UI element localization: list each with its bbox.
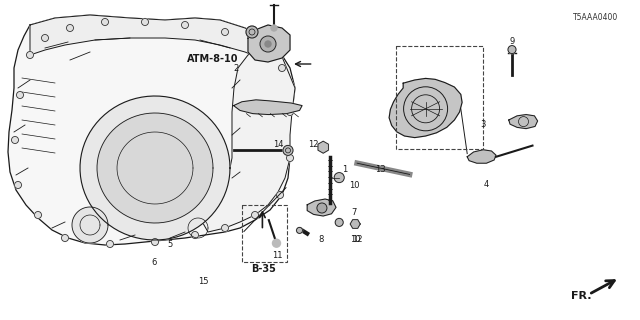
Circle shape xyxy=(283,145,293,156)
Polygon shape xyxy=(234,100,302,115)
Circle shape xyxy=(335,218,343,227)
Circle shape xyxy=(152,238,159,245)
Circle shape xyxy=(26,52,33,59)
Polygon shape xyxy=(248,25,290,62)
Bar xyxy=(242,205,287,262)
Circle shape xyxy=(508,46,516,53)
Text: 10: 10 xyxy=(351,235,361,244)
Polygon shape xyxy=(509,115,538,129)
Text: 12: 12 xyxy=(352,235,362,244)
Circle shape xyxy=(141,19,148,26)
Text: 12: 12 xyxy=(308,140,318,149)
Circle shape xyxy=(252,212,259,219)
Text: 10: 10 xyxy=(349,181,360,190)
Polygon shape xyxy=(72,207,108,243)
Bar xyxy=(396,46,483,149)
Circle shape xyxy=(265,41,271,47)
Circle shape xyxy=(273,239,280,247)
Circle shape xyxy=(61,235,68,242)
Circle shape xyxy=(221,225,228,231)
Polygon shape xyxy=(307,199,336,216)
Circle shape xyxy=(102,19,109,26)
Polygon shape xyxy=(200,48,295,232)
Circle shape xyxy=(221,28,228,36)
Circle shape xyxy=(287,108,294,116)
Text: 5: 5 xyxy=(167,240,172,249)
Text: 4: 4 xyxy=(484,180,489,188)
Circle shape xyxy=(271,25,277,31)
Text: 8: 8 xyxy=(319,235,324,244)
Circle shape xyxy=(278,65,285,71)
Text: ATM-8-10: ATM-8-10 xyxy=(187,54,238,64)
Circle shape xyxy=(12,137,19,143)
Circle shape xyxy=(276,191,284,198)
Polygon shape xyxy=(350,220,360,228)
Text: 7: 7 xyxy=(351,208,356,217)
Circle shape xyxy=(191,231,198,238)
Text: FR.: FR. xyxy=(571,291,591,301)
Circle shape xyxy=(246,26,258,38)
Text: 3: 3 xyxy=(481,120,486,129)
Circle shape xyxy=(67,25,74,31)
Circle shape xyxy=(182,21,189,28)
Text: 15: 15 xyxy=(198,277,209,286)
Polygon shape xyxy=(80,96,230,240)
Polygon shape xyxy=(30,15,280,60)
Text: 13: 13 xyxy=(376,165,386,174)
Circle shape xyxy=(42,35,49,42)
Circle shape xyxy=(260,36,276,52)
Text: 1: 1 xyxy=(342,165,347,174)
Polygon shape xyxy=(8,15,295,245)
Text: 11: 11 xyxy=(273,252,283,260)
Text: B-35: B-35 xyxy=(252,264,276,274)
Circle shape xyxy=(317,203,327,213)
Circle shape xyxy=(287,155,294,162)
Text: 2: 2 xyxy=(233,64,238,73)
Circle shape xyxy=(15,181,22,188)
Circle shape xyxy=(106,241,113,247)
Polygon shape xyxy=(389,78,462,138)
Polygon shape xyxy=(467,150,496,163)
Text: 14: 14 xyxy=(273,140,284,149)
Circle shape xyxy=(296,228,303,233)
Text: 9: 9 xyxy=(509,37,515,46)
Circle shape xyxy=(334,172,344,183)
Circle shape xyxy=(35,212,42,219)
Text: 6: 6 xyxy=(151,258,156,267)
Text: T5AAA0400: T5AAA0400 xyxy=(573,13,618,22)
Circle shape xyxy=(17,92,24,99)
Circle shape xyxy=(255,38,262,45)
Polygon shape xyxy=(97,113,213,223)
